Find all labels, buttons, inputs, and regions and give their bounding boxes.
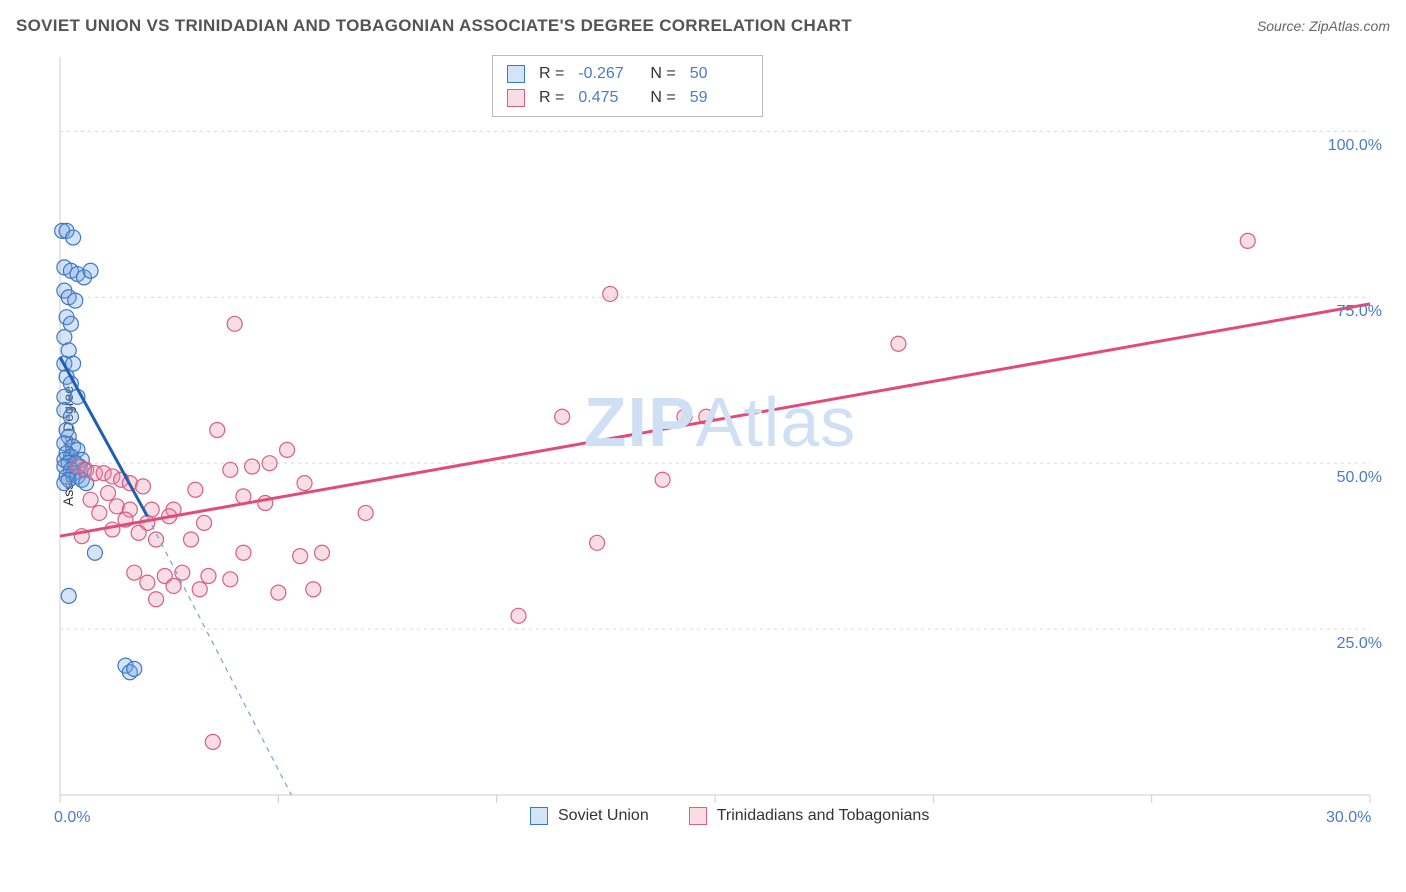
legend-swatch: [507, 89, 525, 107]
legend-item: Soviet Union: [530, 807, 649, 825]
stat-r-value: 0.475: [578, 86, 636, 110]
stat-n-value: 59: [690, 86, 748, 110]
y-tick-label: 75.0%: [1337, 303, 1382, 321]
correlation-stats-box: R = -0.267 N = 50 R = 0.475 N = 59: [492, 55, 763, 117]
stat-r-label: R =: [539, 62, 564, 86]
stats-row: R = -0.267 N = 50: [507, 62, 748, 86]
stat-r-value: -0.267: [578, 62, 636, 86]
legend-swatch: [507, 65, 525, 83]
legend-swatch: [689, 807, 707, 825]
chart-title: SOVIET UNION VS TRINIDADIAN AND TOBAGONI…: [16, 16, 852, 36]
stat-r-label: R =: [539, 86, 564, 110]
x-tick-label: 0.0%: [54, 809, 90, 827]
source-attribution: Source: ZipAtlas.com: [1257, 18, 1390, 34]
scatter-plot: ZIPAtlas R = -0.267N = 50R = 0.475N = 59…: [60, 55, 1380, 835]
x-tick-label: 30.0%: [1326, 809, 1371, 827]
stat-n-label: N =: [650, 86, 675, 110]
legend-swatch: [530, 807, 548, 825]
series-legend: Soviet Union Trinidadians and Tobagonians: [530, 807, 929, 825]
y-tick-label: 100.0%: [1328, 137, 1382, 155]
stat-n-label: N =: [650, 62, 675, 86]
stat-n-value: 50: [690, 62, 748, 86]
y-tick-label: 50.0%: [1337, 469, 1382, 487]
legend-label: Soviet Union: [558, 807, 649, 825]
legend-item: Trinidadians and Tobagonians: [689, 807, 930, 825]
y-tick-label: 25.0%: [1337, 635, 1382, 653]
legend-label: Trinidadians and Tobagonians: [717, 807, 930, 825]
stats-row: R = 0.475 N = 59: [507, 86, 748, 110]
